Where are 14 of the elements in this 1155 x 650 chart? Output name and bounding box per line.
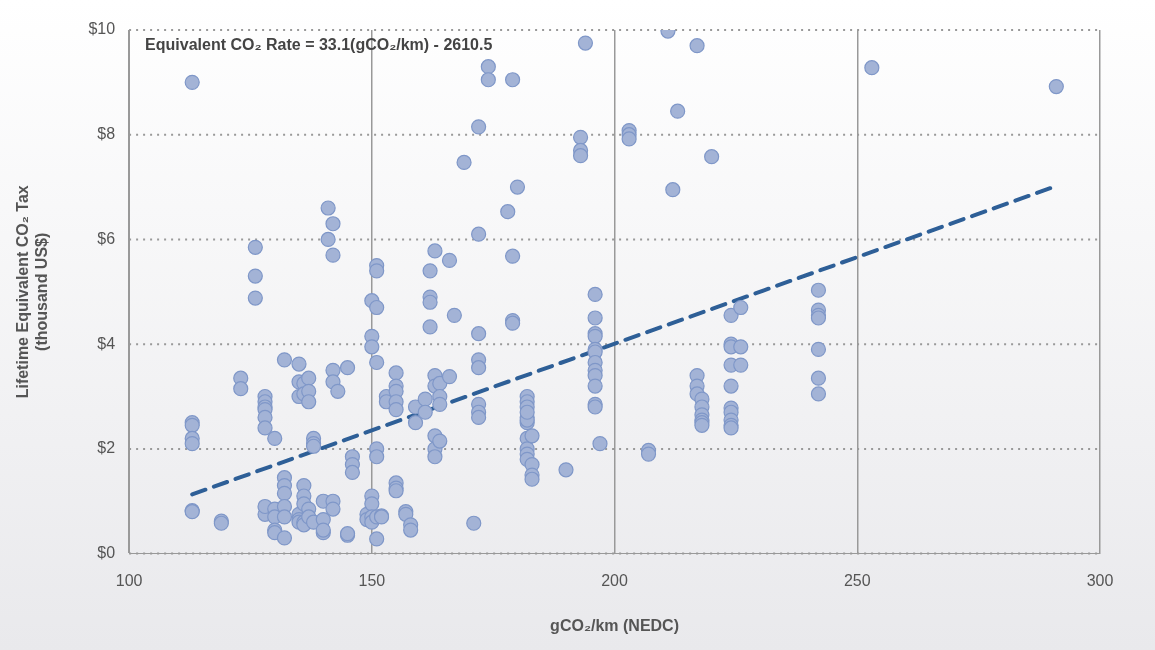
y-tick-label: $4 [97, 334, 116, 352]
y-tick-label: $2 [97, 439, 116, 457]
y-tick-label: $6 [97, 229, 116, 247]
x-tick-label: 100 [115, 571, 143, 589]
x-tick-label: 300 [1086, 571, 1114, 589]
x-tick-label: 200 [601, 571, 628, 589]
x-tick-label: 250 [843, 571, 871, 589]
y-axis-title: Lifetime Equivalent CO₂ Tax (thousand US$) [14, 185, 51, 399]
annotation: Equivalent CO₂ Rate = 33.1(gCO₂/km) - 2610.5 [145, 36, 493, 54]
y-tick-label: $8 [97, 125, 116, 143]
x-tick-label: 150 [358, 571, 386, 589]
x-axis-title: gCO₂/km (NEDC) [550, 616, 679, 634]
y-tick-label: $0 [97, 544, 116, 562]
y-tick-label: $10 [88, 20, 116, 38]
